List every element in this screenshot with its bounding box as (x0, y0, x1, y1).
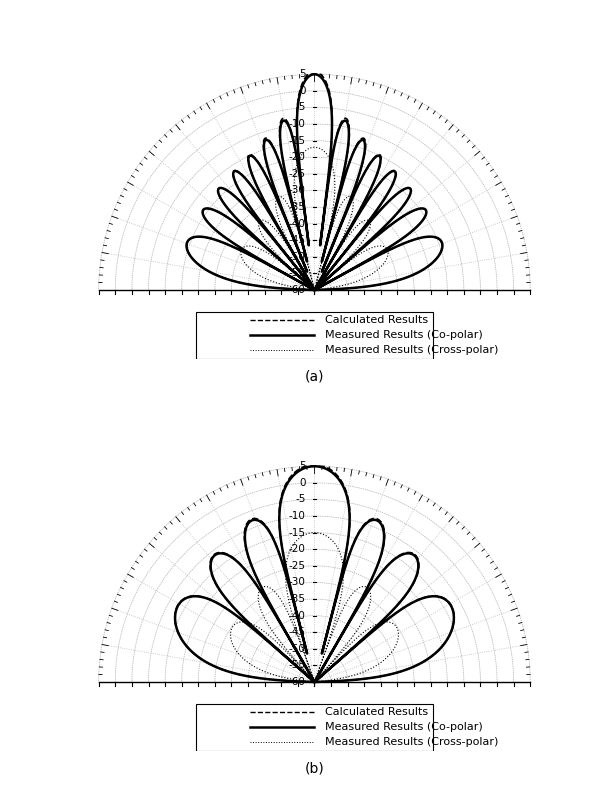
Text: 5: 5 (300, 70, 306, 79)
Text: Measured Results (Cross-polar): Measured Results (Cross-polar) (325, 346, 498, 355)
Text: -35: -35 (289, 202, 306, 212)
Text: 0: 0 (300, 478, 306, 488)
Text: -30: -30 (289, 578, 306, 587)
Text: -5: -5 (295, 102, 306, 113)
Text: -15: -15 (289, 528, 306, 538)
Text: -50: -50 (289, 252, 306, 262)
Text: -30: -30 (289, 186, 306, 195)
Text: 5: 5 (300, 462, 306, 471)
Text: -60: -60 (289, 285, 306, 295)
Text: (a): (a) (305, 370, 324, 384)
Text: 0: 0 (300, 86, 306, 96)
Text: -5: -5 (295, 494, 306, 505)
Text: -10: -10 (289, 119, 306, 129)
Text: Measured Results (Co-polar): Measured Results (Co-polar) (325, 330, 483, 340)
Text: Calculated Results: Calculated Results (325, 707, 428, 717)
Text: -35: -35 (289, 594, 306, 604)
Text: -15: -15 (289, 136, 306, 146)
Text: -50: -50 (289, 644, 306, 654)
Text: -55: -55 (289, 268, 306, 278)
Text: Measured Results (Co-polar): Measured Results (Co-polar) (325, 722, 483, 732)
Text: -55: -55 (289, 660, 306, 670)
Text: Measured Results (Cross-polar): Measured Results (Cross-polar) (325, 738, 498, 747)
Text: -60: -60 (289, 677, 306, 687)
Text: -40: -40 (289, 610, 306, 621)
Bar (196, 703, 433, 751)
Text: -45: -45 (289, 235, 306, 245)
Text: -25: -25 (289, 561, 306, 571)
Text: Calculated Results: Calculated Results (325, 315, 428, 325)
Text: -20: -20 (289, 152, 306, 162)
Text: -40: -40 (289, 218, 306, 229)
Text: -25: -25 (289, 169, 306, 179)
Bar (196, 311, 433, 359)
Text: (b): (b) (305, 762, 324, 776)
Text: -10: -10 (289, 511, 306, 521)
Text: -20: -20 (289, 544, 306, 554)
Text: -45: -45 (289, 627, 306, 637)
